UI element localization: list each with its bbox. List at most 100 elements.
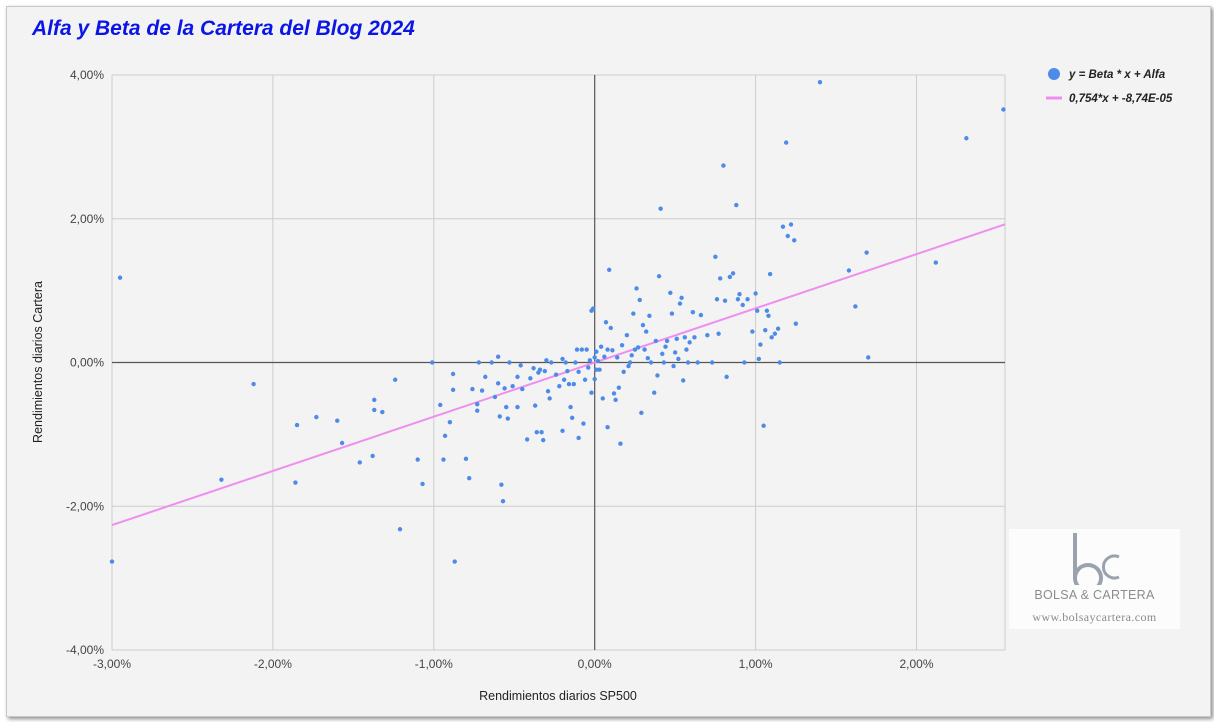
data-point	[658, 206, 663, 211]
data-point	[573, 360, 578, 365]
data-point	[608, 325, 613, 331]
data-point	[645, 355, 650, 361]
legend: y = Beta * x + Alfa 0,754*x + -8,74E-05	[1046, 68, 1173, 105]
data-point	[542, 368, 548, 374]
data-point	[745, 297, 750, 302]
data-point	[679, 295, 684, 301]
data-point	[740, 302, 745, 308]
data-point	[648, 360, 654, 365]
data-point	[576, 369, 581, 375]
data-point	[603, 320, 609, 325]
data-point	[632, 347, 638, 352]
data-point	[372, 407, 377, 413]
data-point	[537, 367, 543, 372]
data-point	[611, 391, 617, 396]
data-point	[668, 290, 673, 295]
x-tick-label: 0,00%	[578, 657, 612, 671]
data-point	[684, 347, 689, 352]
data-point	[663, 344, 668, 349]
data-point	[677, 301, 683, 306]
data-point	[476, 360, 482, 365]
data-point	[293, 480, 298, 485]
data-point	[520, 386, 525, 392]
data-point	[639, 410, 644, 416]
data-point	[568, 404, 573, 410]
data-point	[705, 332, 710, 338]
x-tick-label: 1,00%	[739, 657, 773, 671]
data-point	[780, 224, 786, 229]
data-point	[655, 373, 660, 378]
data-point	[219, 477, 224, 482]
data-point	[553, 372, 559, 377]
data-point	[624, 332, 630, 338]
data-point	[380, 409, 385, 415]
data-point	[442, 433, 448, 439]
data-point	[595, 358, 601, 364]
data-point	[499, 482, 504, 487]
data-point	[634, 286, 639, 291]
data-point	[495, 354, 501, 359]
legend-label-scatter: y = Beta * x + Alfa	[1068, 69, 1166, 81]
data-point	[642, 347, 647, 352]
data-point	[606, 267, 612, 272]
data-point	[672, 350, 678, 355]
data-point	[531, 366, 536, 371]
data-point	[563, 360, 568, 365]
data-point	[785, 233, 790, 239]
data-point	[1001, 107, 1006, 112]
data-point	[631, 311, 636, 316]
data-point	[846, 268, 852, 273]
data-point	[489, 360, 494, 365]
data-point	[621, 369, 626, 375]
y-tick-label: 2,00%	[70, 212, 104, 226]
data-point	[109, 559, 115, 564]
data-point	[541, 437, 546, 443]
data-point	[674, 336, 679, 341]
data-point	[475, 401, 480, 407]
x-tick-label: -2,00%	[254, 657, 292, 671]
x-tick-label: -1,00%	[415, 657, 453, 671]
y-tick-label: 0,00%	[70, 356, 104, 370]
data-point	[500, 499, 506, 504]
data-point	[716, 331, 721, 336]
data-point	[626, 363, 631, 369]
data-point	[730, 271, 736, 276]
data-point	[777, 360, 782, 365]
data-point	[742, 360, 747, 365]
data-point	[339, 440, 345, 446]
data-point	[653, 338, 659, 344]
data-point	[602, 354, 607, 359]
data-point	[586, 365, 591, 370]
data-point	[397, 527, 403, 532]
watermark-brand: BOLSA & CARTERA	[1034, 588, 1155, 602]
data-point	[605, 424, 610, 430]
data-point	[560, 428, 565, 433]
data-point	[610, 348, 615, 353]
data-point	[483, 374, 488, 380]
data-point	[692, 335, 697, 340]
data-point	[450, 371, 456, 377]
data-point	[652, 390, 657, 395]
data-point	[695, 360, 700, 365]
data-point	[718, 276, 723, 281]
data-point	[372, 397, 377, 403]
data-point	[560, 356, 565, 362]
data-point	[724, 374, 729, 380]
data-point	[661, 360, 667, 365]
data-point	[429, 360, 435, 365]
data-point	[582, 377, 588, 382]
data-point	[597, 367, 602, 372]
data-point	[682, 335, 688, 340]
data-point	[687, 340, 692, 345]
data-point	[587, 358, 593, 363]
data-point	[647, 313, 652, 318]
data-point	[357, 460, 362, 465]
data-point	[392, 377, 398, 382]
data-point	[528, 376, 533, 381]
data-point	[584, 347, 589, 352]
data-point	[420, 481, 425, 487]
data-point	[964, 136, 969, 141]
data-point	[783, 140, 789, 145]
data-point	[788, 222, 794, 227]
data-point	[635, 345, 641, 350]
